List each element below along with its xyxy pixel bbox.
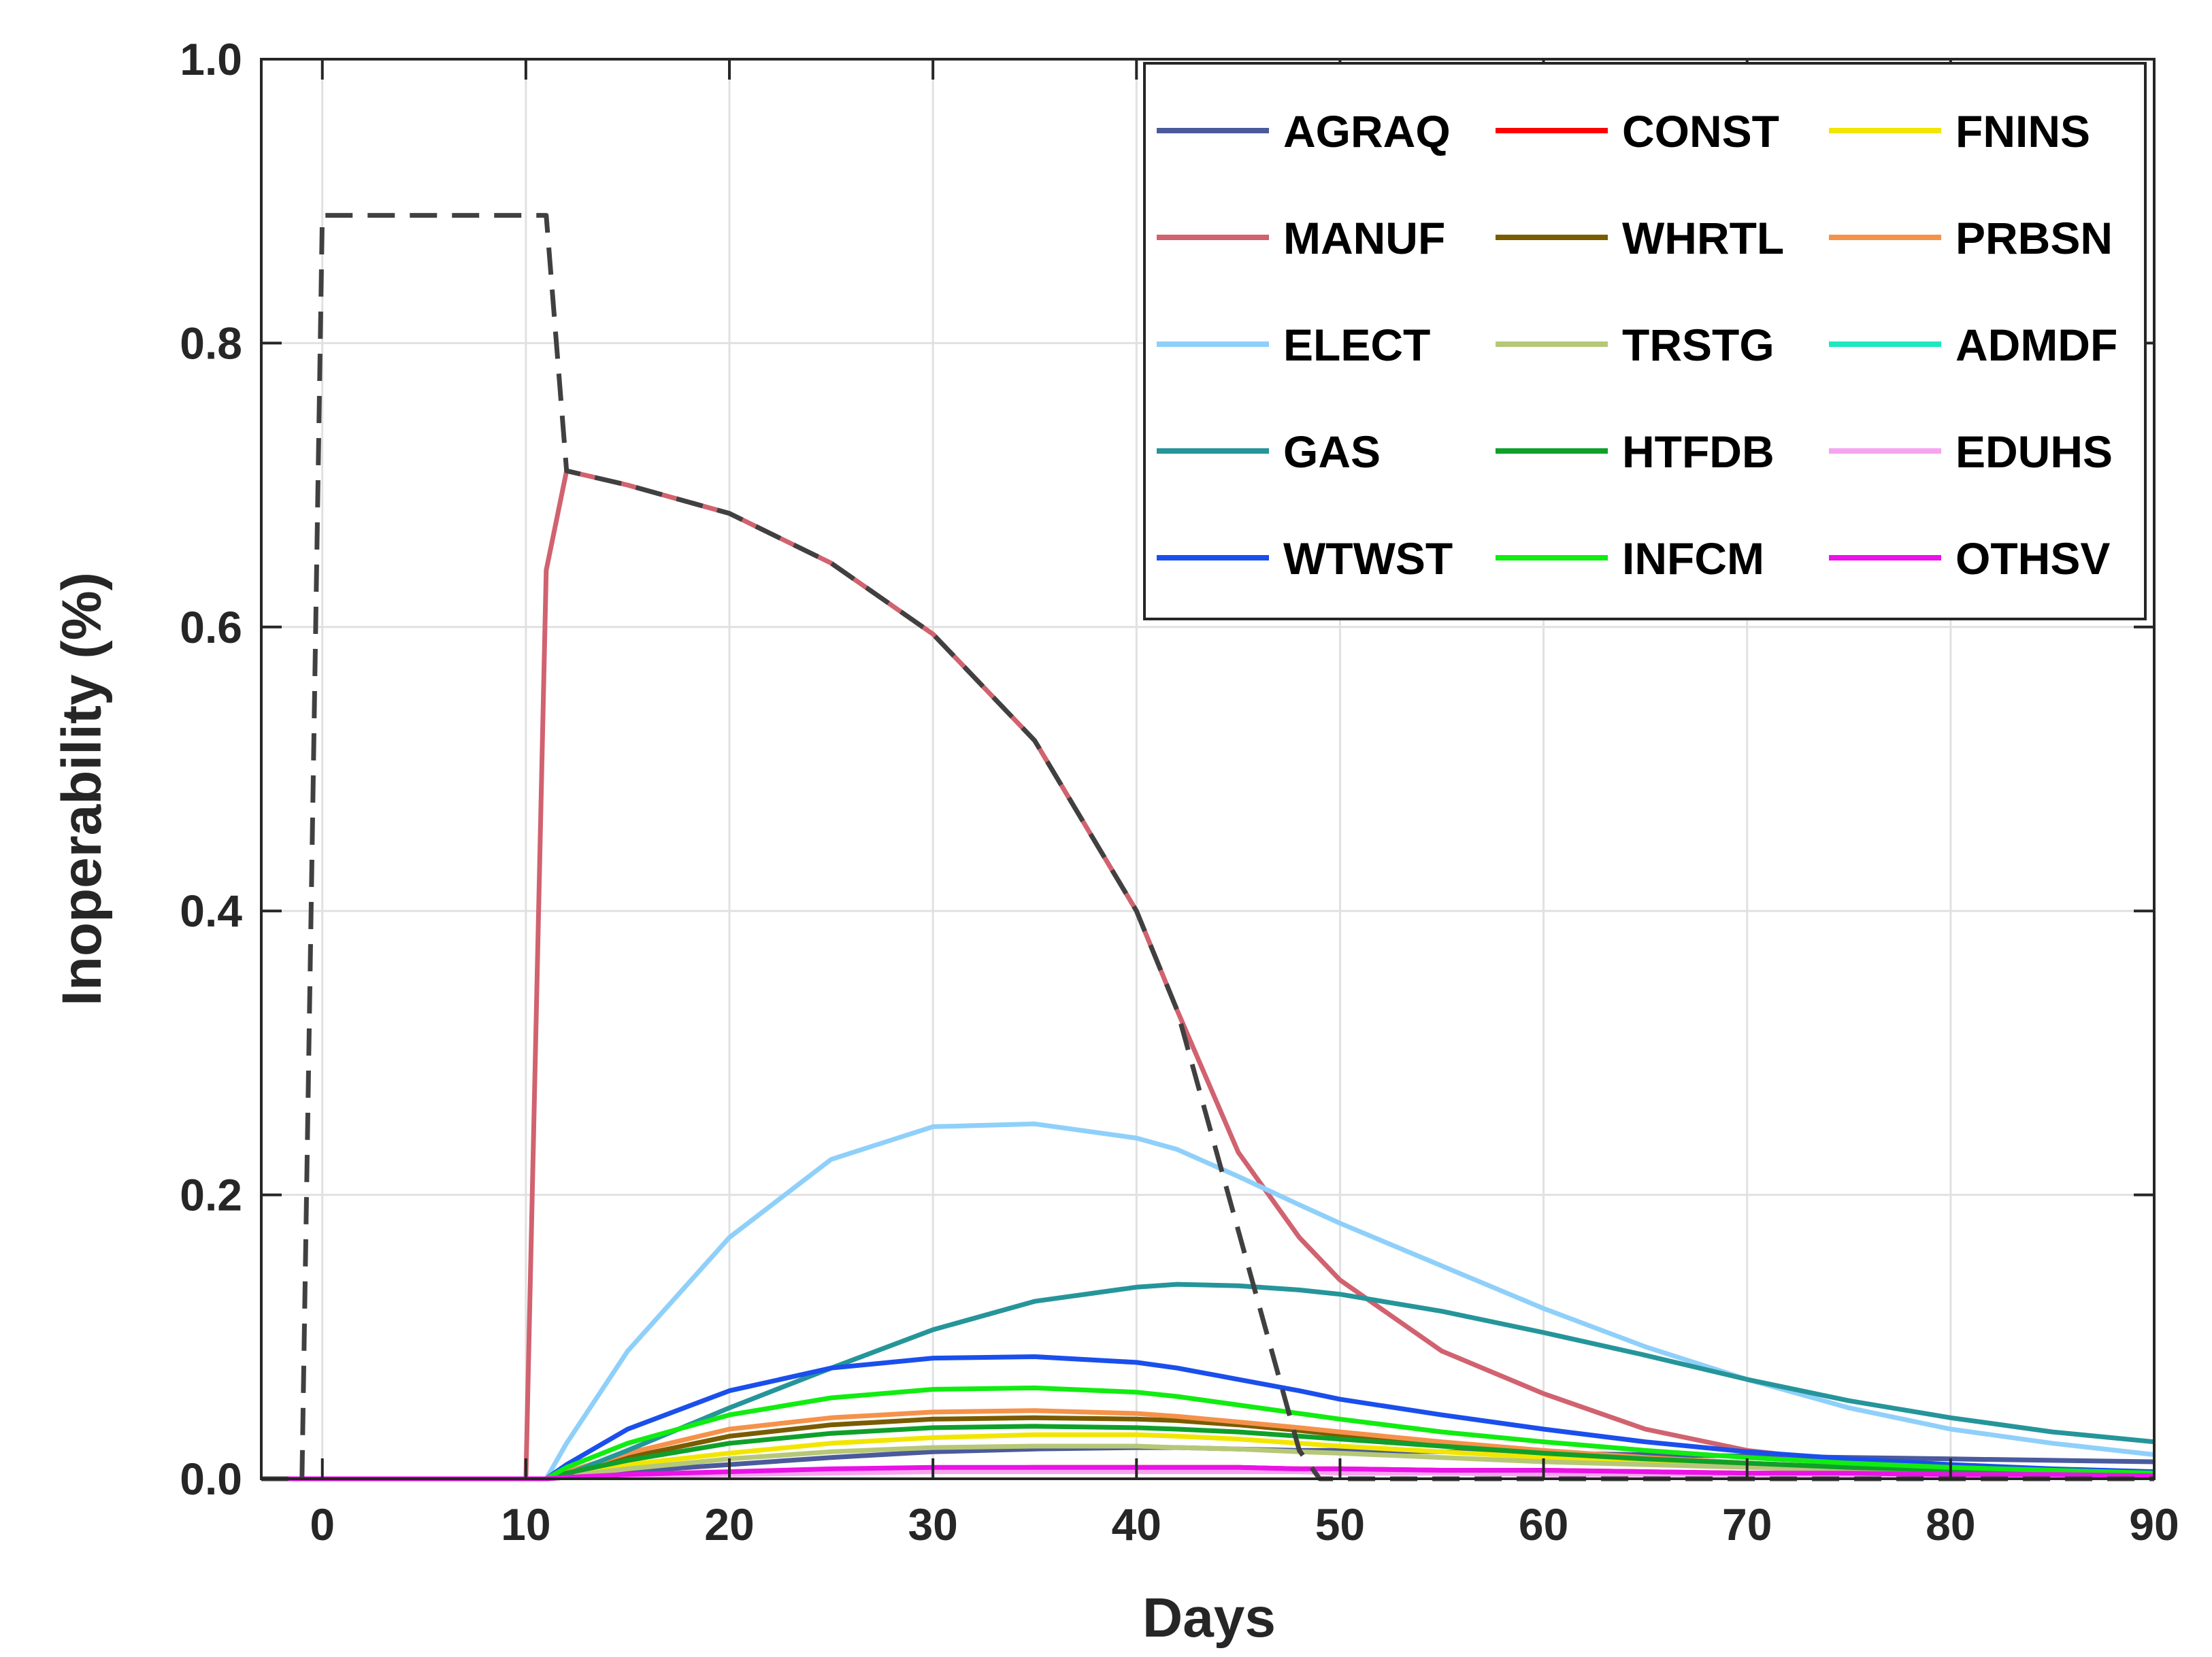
x-tick-label: 10 [501,1499,550,1550]
axis-ticks: 0 10 20 30 40 50 60 70 80 90 0.0 0.2 0.4 0.6 0.8 1.0 [180,34,2179,1550]
y-tick-label: 0.4 [180,886,242,936]
y-tick-label: 0.8 [180,318,242,368]
legend-label-fnins: FNINS [1955,106,2090,156]
x-tick-label: 20 [704,1499,754,1550]
y-axis-label: Inoperability (%) [51,572,113,1006]
legend-label-manuf: MANUF [1283,213,1445,263]
axes-box [260,58,2156,1480]
legend-label-whrtl: WHRTL [1622,213,1784,263]
x-tick-label: 70 [1722,1499,1772,1550]
y-tick-label: 0.6 [180,602,242,652]
plot-frame [260,58,2156,1480]
legend-label-agraq: AGRAQ [1283,106,1451,156]
x-tick-label: 50 [1315,1499,1365,1550]
legend-label-htfdb: HTFDB [1622,426,1774,477]
legend-label-const: CONST [1622,106,1779,156]
legend-label-trstg: TRSTG [1622,320,1774,370]
legend-label-gas: GAS [1283,426,1381,477]
legend-label-infcm: INFCM [1622,533,1764,584]
legend-label-wtwst: WTWST [1283,533,1453,584]
y-tick-label: 0.0 [180,1454,242,1504]
legend: AGRAQ CONST FNINS MANUF WHRTL PRBSN ELECT TRSTG… [1143,62,2147,620]
legend-label-othsv: OTHSV [1955,533,2110,584]
x-tick-label: 0 [310,1499,335,1550]
legend-label-prbsn: PRBSN [1955,213,2113,263]
legend-label-elect: ELECT [1283,320,1430,370]
legend-box [1143,62,2147,620]
x-tick-label: 90 [2129,1499,2179,1550]
legend-label-admdf: ADMDF [1955,320,2117,370]
x-tick-label: 60 [1519,1499,1568,1550]
y-tick-label: 0.2 [180,1170,242,1220]
legend-label-eduhs: EDUHS [1955,426,2113,477]
x-tick-label: 40 [1112,1499,1161,1550]
x-axis-label: Days [1142,1587,1276,1649]
y-tick-label: 1.0 [180,34,242,84]
x-tick-label: 30 [908,1499,957,1550]
x-tick-label: 80 [1926,1499,1975,1550]
